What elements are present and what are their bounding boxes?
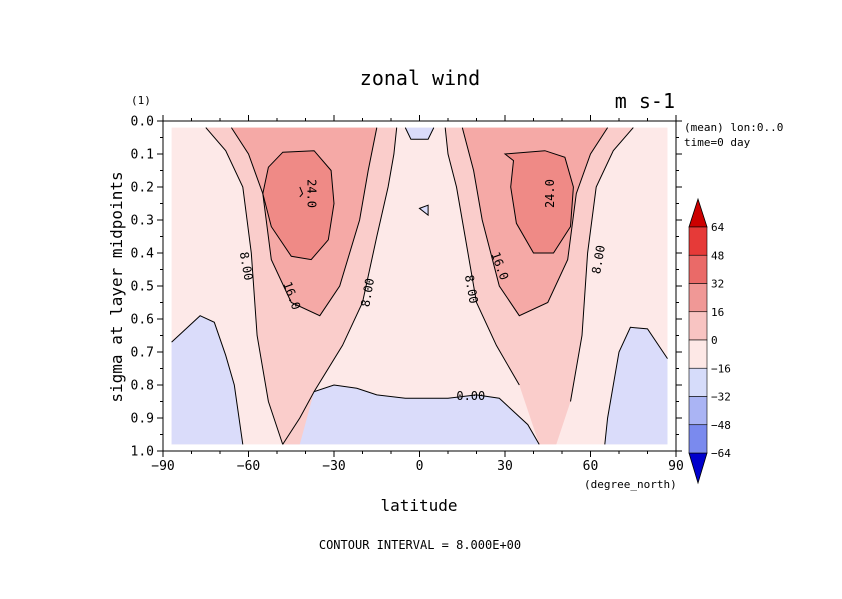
y-tick-label: 0.3 [131, 214, 154, 229]
y-tick-label: 0.4 [131, 247, 155, 262]
colorbar-segment [688, 424, 708, 454]
units-label: m s-1 [615, 89, 675, 113]
y-unit-label: (1) [131, 94, 151, 107]
x-tick-label: 30 [497, 459, 513, 474]
contour-fills [171, 127, 668, 445]
y-axis: 0.0 0.1 0.2 0.3 0.4 0.5 0.6 0.7 0.8 0.9 1.0 [131, 115, 682, 460]
fill-region-negative [405, 127, 434, 140]
x-axis: −90 −60 −30 0 30 60 90 [151, 115, 684, 474]
colorbar-label: −64 [711, 447, 731, 460]
x-unit-label: (degree_north) [584, 478, 677, 491]
x-tick-label: −60 [237, 459, 260, 474]
colorbar-segment [688, 254, 708, 284]
contour-line-eight [444, 127, 520, 386]
x-tick-label: −90 [151, 459, 174, 474]
contour-label: 0.00 [456, 389, 485, 403]
contour-line-eight [205, 127, 284, 445]
y-tick-label: 0.0 [131, 115, 154, 130]
colorbar-top-extension [688, 197, 708, 228]
colorbar-label: 64 [711, 221, 725, 234]
contour-line-twentyfour [503, 150, 574, 254]
contour-interval-note: CONTOUR INTERVAL = 8.000E+00 [319, 538, 521, 552]
contour-line-twentyfour [262, 150, 335, 261]
colorbar: 64 48 32 16 0 −16 −32 −48 −64 [688, 197, 731, 485]
fill-region-negative [171, 315, 243, 445]
contour-line-zero [604, 326, 668, 445]
contour-line-zero [404, 127, 435, 140]
contour-label: 24.0 [543, 179, 557, 208]
contour-label: 24.0 [305, 179, 319, 208]
colorbar-label: −48 [711, 419, 731, 432]
fill-region-core [262, 150, 334, 260]
annotation-time: time=0 day [684, 136, 751, 149]
y-tick-label: 0.9 [131, 412, 154, 427]
contour-line-thirtytwo [299, 186, 304, 198]
annotation-lon: (mean) lon:0..0 [684, 121, 783, 134]
contour-label: 8.00 [462, 274, 481, 305]
colorbar-label: 48 [711, 249, 724, 262]
y-tick-label: 0.8 [131, 379, 154, 394]
colorbar-segment [688, 283, 708, 313]
contour-line-sixteen [230, 127, 378, 317]
contour-line-eight [313, 127, 398, 392]
colorbar-segment [688, 367, 708, 397]
colorbar-segment [688, 339, 708, 369]
contour-label: 8.00 [358, 277, 377, 308]
colorbar-bottom-extension [688, 452, 708, 485]
colorbar-label: 0 [711, 334, 718, 347]
x-axis-label: latitude [380, 496, 457, 515]
colorbar-label: −16 [711, 362, 731, 375]
y-tick-label: 0.1 [131, 148, 154, 163]
contour-label: 8.00 [237, 251, 256, 282]
fill-region-negative [604, 327, 668, 445]
x-tick-label: 90 [668, 459, 684, 474]
colorbar-label: 32 [711, 278, 724, 291]
chart-title: zonal wind [360, 66, 480, 90]
y-axis-label: sigma at layer midpoints [107, 171, 126, 402]
y-tick-label: 0.6 [131, 313, 154, 328]
contour-line-zero [282, 384, 540, 445]
contour-lines [171, 127, 668, 445]
colorbar-label: −32 [711, 391, 731, 404]
colorbar-label: 16 [711, 306, 724, 319]
y-tick-label: 0.2 [131, 181, 154, 196]
contour-line-eight [570, 127, 634, 402]
x-tick-label: −30 [322, 459, 345, 474]
contour-line-zero [418, 204, 429, 217]
fill-region-core [505, 150, 574, 253]
contour-label: 8.00 [589, 244, 608, 275]
x-tick-label: 0 [416, 459, 424, 474]
contour-line-sixteen [461, 127, 609, 317]
colorbar-segment [688, 311, 708, 341]
colorbar-segment [688, 396, 708, 426]
fill-region-negative [282, 385, 540, 445]
colorbar-segment [688, 226, 708, 256]
x-tick-label: 60 [583, 459, 599, 474]
y-tick-label: 0.7 [131, 346, 154, 361]
y-tick-label: 1.0 [131, 445, 154, 460]
contour-line-zero [171, 315, 244, 445]
y-tick-label: 0.5 [131, 280, 154, 295]
